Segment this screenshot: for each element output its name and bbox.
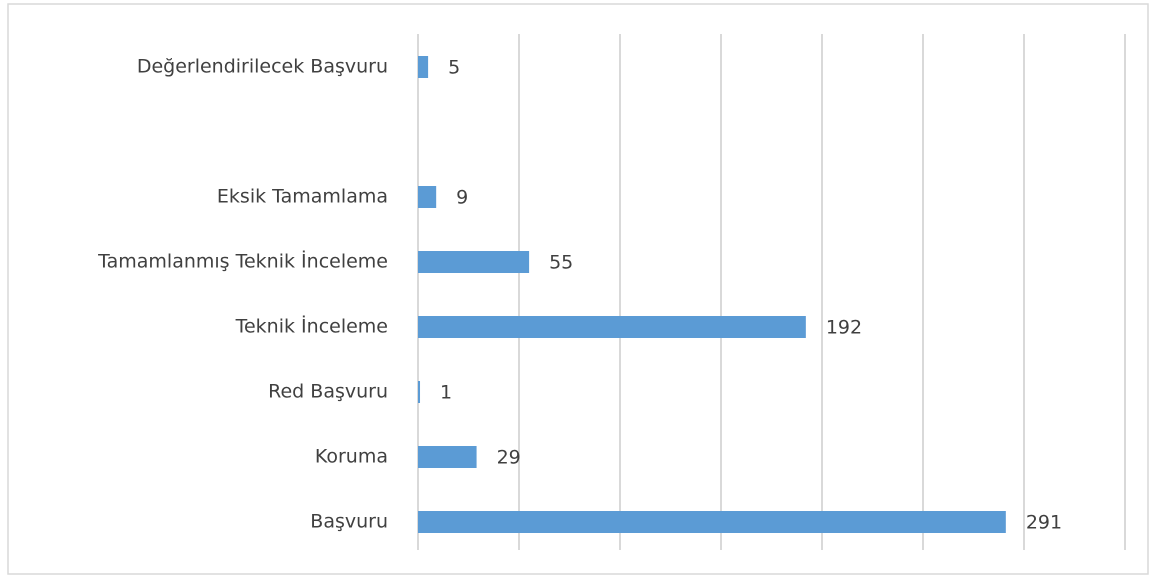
data-label: 291 [1026, 512, 1062, 534]
bar [418, 316, 806, 338]
bar [418, 381, 421, 403]
y-tick-label: Teknik İnceleme [235, 315, 388, 338]
data-label: 29 [497, 447, 521, 469]
data-label: 192 [826, 317, 862, 339]
bar [418, 251, 530, 273]
y-tick-label: Değerlendirilecek Başvuru [137, 56, 388, 78]
y-tick-label: Koruma [315, 446, 388, 468]
y-tick-label: Başvuru [310, 511, 388, 533]
y-tick-label: Tamamlanmış Teknik İnceleme [97, 250, 388, 273]
y-tick-label: Red Başvuru [268, 381, 388, 403]
y-tick-label: Eksik Tamamlama [217, 186, 388, 208]
bar [418, 186, 437, 208]
bar [418, 446, 477, 468]
data-label: 55 [549, 252, 573, 274]
data-label: 9 [456, 187, 468, 209]
data-label: 1 [440, 382, 452, 404]
chart-frame [7, 3, 1149, 575]
bar [418, 56, 429, 78]
data-label: 5 [448, 57, 460, 79]
bar [418, 511, 1006, 533]
